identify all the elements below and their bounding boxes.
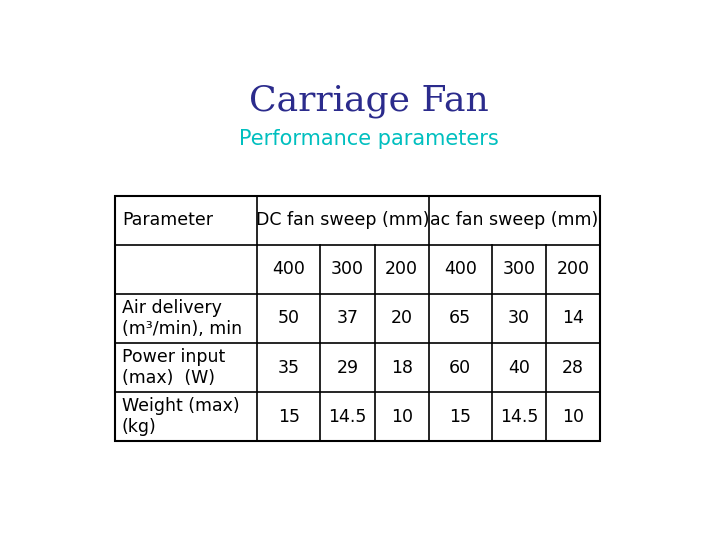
Text: 50: 50	[278, 309, 300, 327]
Text: 15: 15	[278, 408, 300, 426]
Text: 30: 30	[508, 309, 530, 327]
Text: ac fan sweep (mm): ac fan sweep (mm)	[431, 211, 598, 230]
Text: 14: 14	[562, 309, 584, 327]
Text: 400: 400	[272, 260, 305, 279]
Text: 15: 15	[449, 408, 471, 426]
Text: 300: 300	[503, 260, 536, 279]
Text: 200: 200	[385, 260, 418, 279]
Text: 29: 29	[336, 359, 359, 376]
Text: Weight (max)
(kg): Weight (max) (kg)	[122, 397, 240, 436]
Text: 400: 400	[444, 260, 477, 279]
Text: Power input
(max)  (W): Power input (max) (W)	[122, 348, 225, 387]
Text: Carriage Fan: Carriage Fan	[249, 84, 489, 118]
Text: 200: 200	[557, 260, 590, 279]
Text: Performance parameters: Performance parameters	[239, 129, 499, 149]
Text: 300: 300	[331, 260, 364, 279]
Text: 65: 65	[449, 309, 472, 327]
Text: 40: 40	[508, 359, 530, 376]
Text: DC fan sweep (mm): DC fan sweep (mm)	[256, 211, 430, 230]
Text: 14.5: 14.5	[328, 408, 366, 426]
Text: 10: 10	[391, 408, 413, 426]
Text: 60: 60	[449, 359, 472, 376]
Text: Parameter: Parameter	[122, 211, 213, 230]
Text: 10: 10	[562, 408, 584, 426]
Text: 35: 35	[278, 359, 300, 376]
Text: 18: 18	[391, 359, 413, 376]
Text: 14.5: 14.5	[500, 408, 538, 426]
Text: 20: 20	[391, 309, 413, 327]
Bar	[115, 196, 600, 441]
Text: 28: 28	[562, 359, 584, 376]
Text: Air delivery
(m³/min), min: Air delivery (m³/min), min	[122, 299, 242, 338]
Text: 37: 37	[336, 309, 359, 327]
